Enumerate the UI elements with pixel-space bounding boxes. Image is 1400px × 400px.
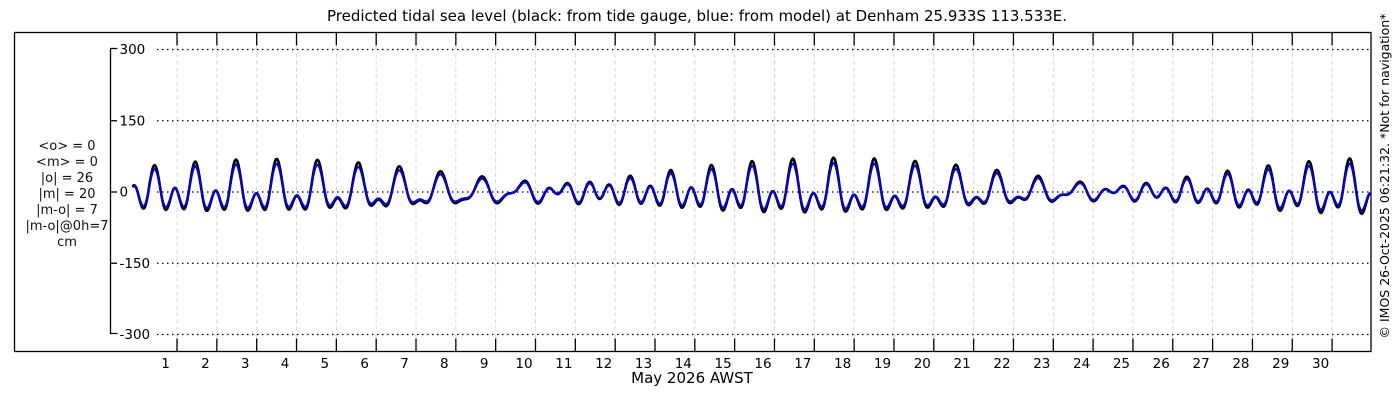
x-tick-label: 16	[754, 356, 771, 372]
x-tick-label: 30	[1312, 356, 1329, 372]
y-tick-label: -150	[120, 256, 151, 272]
stat-abs-o: |o| = 26	[40, 171, 94, 186]
y-tick-label: 0	[120, 185, 129, 201]
x-tick-label: 27	[1193, 356, 1210, 372]
x-tick-label: 15	[715, 356, 732, 372]
x-tick-label: 26	[1153, 356, 1170, 372]
x-tick-label: 21	[954, 356, 971, 372]
x-tick-label: 11	[555, 356, 572, 372]
x-tick-label: 18	[834, 356, 851, 372]
x-tick-label: 19	[874, 356, 891, 372]
x-tick-label: 23	[1033, 356, 1050, 372]
x-tick-label: 4	[281, 356, 290, 372]
x-tick-label: 24	[1073, 356, 1090, 372]
y-tick-label: 300	[120, 42, 146, 58]
x-tick-label: 29	[1272, 356, 1289, 372]
x-tick-label: 3	[241, 356, 250, 372]
stat-mean-o: <o> = 0	[38, 139, 96, 154]
y-tick-label: -300	[120, 327, 151, 343]
x-tick-label: 10	[515, 356, 532, 372]
x-tick-label: 6	[360, 356, 369, 372]
x-tick-label: 28	[1232, 356, 1249, 372]
stat-mean-m: <m> = 0	[36, 155, 98, 170]
x-tick-label: 17	[794, 356, 811, 372]
x-tick-label: 14	[675, 356, 692, 372]
x-tick-label: 25	[1113, 356, 1130, 372]
x-tick-label: 20	[914, 356, 931, 372]
x-tick-label: 7	[400, 356, 409, 372]
stats-panel: <o> = 0 <m> = 0 |o| = 26 |m| = 20 |m-o| …	[8, 139, 126, 251]
x-tick-label: 12	[595, 356, 612, 372]
plot-border	[13, 31, 1372, 353]
y-axis	[109, 47, 118, 335]
x-tick-label: 8	[440, 356, 449, 372]
stat-unit-label: cm	[57, 235, 77, 250]
x-axis-title: May 2026 AWST	[631, 369, 753, 387]
x-tick-label: 2	[201, 356, 210, 372]
x-tick-label: 5	[321, 356, 330, 372]
chart-title: Predicted tidal sea level (black: from t…	[326, 7, 1068, 25]
x-tick-label: 22	[993, 356, 1010, 372]
x-tick-label: 9	[480, 356, 489, 372]
imos-watermark: © IMOS 26-Oct-2025 06:21:32. *Not for na…	[1377, 13, 1392, 339]
y-tick-label: 150	[120, 113, 146, 129]
stat-abs-mo: |m-o| = 7	[36, 203, 98, 218]
stat-abs-m: |m| = 20	[38, 187, 96, 202]
stat-abs-mo-0h: |m-o|@0h=7	[25, 219, 109, 234]
x-tick-label: 13	[635, 356, 652, 372]
x-tick-label: 1	[161, 356, 170, 372]
series-model	[132, 161, 1371, 212]
